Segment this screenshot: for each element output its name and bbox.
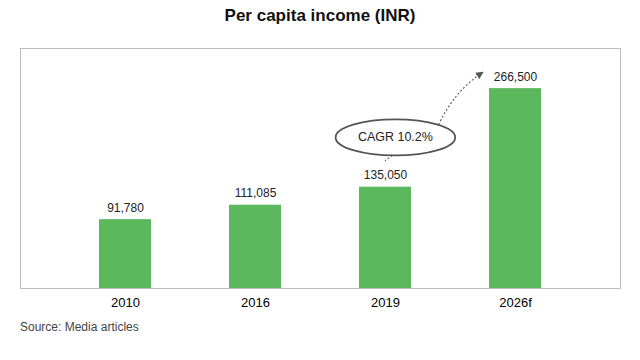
svg-text:2010: 2010 (111, 295, 140, 310)
html-text:Per capita income (INR): Per capita income (INR) (224, 6, 416, 25)
svg-text:2026f: 2026f (499, 295, 532, 310)
svg-text:CAGR 10.2%: CAGR 10.2% (358, 130, 433, 144)
svg-text:111,085: 111,085 (235, 186, 277, 200)
svg-text:135,050: 135,050 (364, 168, 408, 182)
svg-text:266,500: 266,500 (494, 70, 538, 84)
svg-text:91,780: 91,780 (107, 201, 144, 215)
html-text:Source: Media articles: Source: Media articles (20, 320, 139, 334)
svg-text:2016: 2016 (241, 295, 270, 310)
svg-text:2019: 2019 (371, 295, 400, 310)
